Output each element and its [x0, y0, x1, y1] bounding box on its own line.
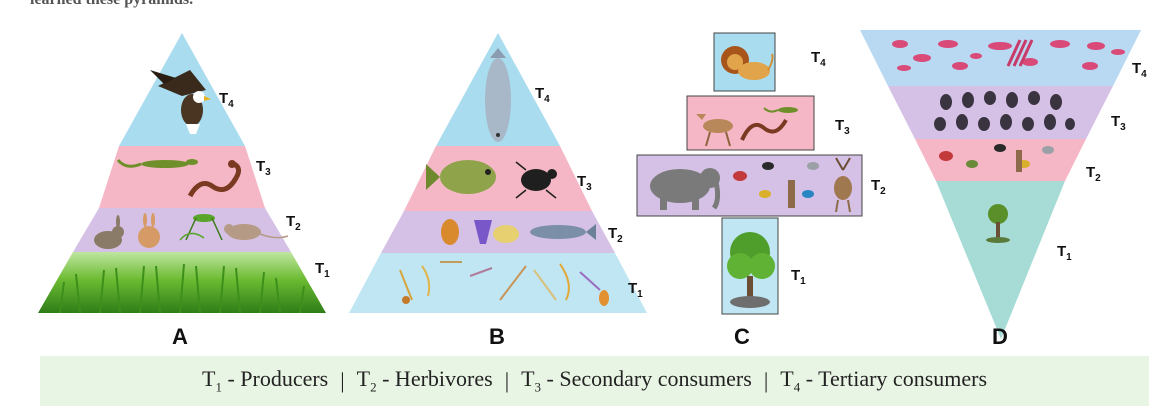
legend-item-t2: T2 - Herbivores	[356, 366, 493, 395]
pyramid-c-t4-label: T4	[811, 49, 826, 69]
pyramid-a-letter: A	[172, 324, 188, 349]
rabbit-icon	[138, 213, 160, 248]
pyramid-a-t2-tier	[73, 208, 291, 252]
pyramid-c-t2-label: T2	[871, 177, 886, 197]
pyramid-d-t4-tier	[860, 30, 1141, 86]
rabbit-icon	[94, 215, 124, 249]
tree-icon	[727, 232, 775, 308]
legend-separator: |	[763, 368, 769, 393]
eagle-icon	[150, 70, 211, 134]
pyramid-b-letter: B	[489, 324, 505, 349]
pyramid-d-t1-label: T1	[1057, 243, 1072, 263]
jackal-icon	[696, 114, 733, 147]
pyramid-c: T4 T3 T2 T1 C	[636, 32, 886, 349]
phytoplankton-icon	[399, 261, 609, 306]
insect-icon	[934, 91, 1075, 131]
pyramid-a-t1-label: T1	[315, 260, 330, 280]
grass-blades	[59, 263, 305, 314]
pyramid-a-t2-label: T2	[286, 213, 301, 233]
pyramid-d-t3-label: T3	[1111, 113, 1126, 133]
pyramid-c-letter: C	[734, 324, 750, 349]
legend-item-t1: T1 - Producers	[201, 366, 329, 395]
pyramid-d-t2-label: T2	[1086, 164, 1101, 184]
pyramid-d-letter: D	[992, 324, 1008, 349]
fish-icon	[530, 224, 596, 240]
pyramid-d: T4 T3 T2 T1 D	[860, 30, 1147, 349]
pyramid-b-t4-label: T4	[535, 85, 550, 105]
lizard-icon	[763, 107, 798, 113]
snake-icon	[187, 160, 242, 198]
pyramid-a-t3-tier	[99, 146, 265, 208]
pyramid-d-t4-label: T4	[1132, 60, 1147, 80]
mouse-icon	[224, 224, 289, 240]
pyramid-b: T4 T3 T2 T1 B	[349, 33, 647, 349]
pyramid-b-t3-tier	[404, 146, 592, 211]
tree-icon	[986, 204, 1010, 243]
fish-icon	[485, 48, 511, 142]
legend-separator: |	[340, 368, 345, 393]
bird-icon	[733, 162, 819, 198]
pyramid-b-t2-label: T2	[608, 225, 623, 245]
legend-bar: T1 - Producers | T2 - Herbivores | T3 - …	[40, 356, 1149, 406]
fish-icon	[426, 160, 496, 194]
beetle-icon	[515, 161, 557, 199]
pyramid-d-t1-tier	[936, 181, 1065, 339]
pyramid-a-t3-label: T3	[256, 158, 271, 178]
legend-item-t3: T3 - Secondary consumers	[521, 366, 752, 395]
snake-icon	[740, 118, 788, 141]
bird-icon	[939, 144, 1054, 172]
grasshopper-icon	[179, 214, 223, 241]
parasite-icon	[892, 39, 1125, 71]
legend-separator: |	[504, 368, 510, 393]
lizard-icon	[116, 158, 198, 168]
pyramid-c-t1-label: T1	[791, 267, 806, 287]
pyramid-d-t3-tier	[888, 86, 1113, 139]
legend-item-t4: T4 - Tertiary consumers	[780, 366, 988, 395]
pyramid-a: T4 T3 T2 T1 A	[38, 33, 330, 349]
header-fragment: learned these pyramids.	[30, 0, 330, 11]
tree-stump-icon	[788, 180, 795, 208]
lion-icon	[721, 46, 774, 80]
deer-icon	[834, 157, 852, 213]
elephant-icon	[650, 168, 721, 210]
pyramid-c-t3-label: T3	[835, 117, 850, 137]
zooplankton-icon	[441, 219, 519, 245]
